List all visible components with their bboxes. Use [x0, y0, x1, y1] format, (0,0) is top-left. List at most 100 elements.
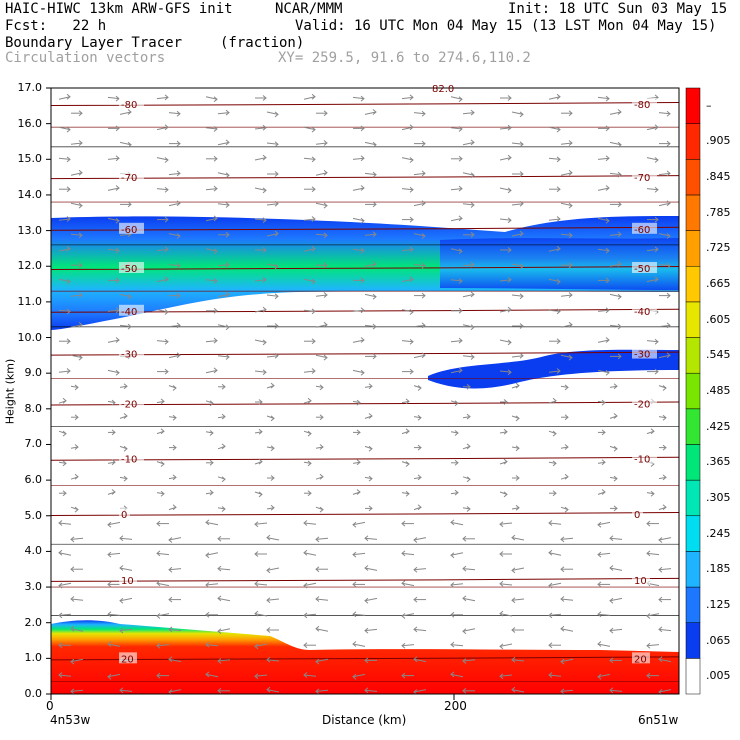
circulation-vector-head	[307, 397, 312, 404]
circulation-vector	[303, 218, 316, 221]
circulation-vector-head	[266, 656, 271, 663]
circulation-vector	[70, 172, 83, 176]
circulation-vector-head	[70, 625, 75, 632]
circulation-vector-head	[421, 140, 426, 147]
colorbar-label: .125	[706, 597, 731, 611]
circulation-vector	[119, 689, 133, 692]
isotherm-label-4-1: -40	[634, 307, 650, 318]
circulation-vector-head	[225, 109, 230, 116]
circulation-vector-head	[421, 322, 426, 329]
circulation-vector-head	[217, 535, 222, 542]
circulation-vector-head	[119, 535, 124, 542]
circulation-vector	[217, 112, 230, 115]
circulation-vector-head	[107, 521, 112, 528]
circulation-vector-head	[360, 277, 365, 284]
y-axis-title: Height (km)	[3, 358, 17, 425]
circulation-vector-head	[168, 596, 173, 603]
circulation-vector	[58, 461, 67, 464]
circulation-vector	[266, 263, 279, 267]
circulation-vector-head	[613, 445, 618, 452]
circulation-vector	[401, 492, 410, 495]
circulation-vector-head	[658, 566, 663, 573]
circulation-vector-head	[560, 625, 565, 632]
isotherm-label-bg	[632, 452, 657, 464]
circulation-vector-head	[560, 536, 565, 543]
colorbar-swatch-13	[685, 194, 701, 231]
circulation-vector	[499, 370, 512, 373]
circulation-vector-head	[466, 506, 471, 512]
circulation-vector	[266, 446, 275, 449]
circulation-vector	[107, 248, 120, 252]
circulation-vector-head	[360, 95, 365, 102]
circulation-vector	[548, 96, 561, 100]
circulation-vector-head	[666, 352, 671, 359]
circulation-vector-head	[617, 323, 622, 330]
circulation-vector-head	[62, 490, 67, 497]
circulation-vector-head	[470, 109, 475, 116]
circulation-vector-head	[209, 489, 214, 496]
circulation-vector-head	[225, 291, 230, 298]
circulation-vector-head	[507, 187, 512, 194]
circulation-vector-head	[262, 306, 267, 313]
circulation-vector	[462, 568, 476, 571]
circulation-vector	[560, 537, 574, 540]
circulation-vector-head	[303, 612, 308, 619]
circulation-vector-head	[62, 397, 67, 404]
circulation-vector	[658, 628, 672, 632]
circulation-vector-head	[168, 626, 173, 633]
x-start-location: 4n53w	[50, 713, 91, 727]
circulation-vector	[462, 203, 475, 206]
circulation-vector	[352, 217, 365, 222]
circulation-vector-head	[360, 185, 365, 191]
circulation-vector-head	[115, 277, 120, 284]
contour-line-6	[51, 377, 679, 380]
circulation-vector-head	[360, 217, 365, 224]
circulation-vector-head	[666, 292, 671, 299]
circulation-vector	[168, 112, 181, 115]
circulation-vector	[450, 217, 463, 222]
circulation-vector-head	[217, 687, 222, 694]
circulation-vector	[266, 659, 280, 662]
circulation-vector-head	[560, 596, 565, 602]
isotherm-label-6-1: -20	[634, 399, 650, 410]
circulation-vector	[266, 111, 279, 115]
circulation-vector	[205, 644, 219, 647]
circulation-vector-head	[507, 339, 512, 346]
circulation-vector-head	[519, 323, 524, 329]
circulation-vector-head	[507, 306, 512, 313]
circulation-vector	[217, 507, 226, 510]
circulation-vector-head	[405, 461, 410, 467]
circulation-vector	[413, 172, 426, 176]
circulation-vector-head	[548, 549, 553, 556]
y-tick-label: 11.0	[17, 294, 43, 308]
circulation-vector-head	[654, 276, 659, 283]
circulation-vector-head	[458, 155, 463, 162]
circulation-vector	[303, 248, 316, 252]
circulation-vector-head	[515, 415, 520, 422]
circulation-vector	[119, 385, 128, 388]
circulation-vector	[609, 233, 622, 236]
isotherm-label-5-0: -30	[121, 350, 137, 361]
circulation-vector	[646, 126, 659, 131]
circulation-vector	[658, 324, 671, 328]
circulation-vector-head	[315, 566, 320, 573]
circulation-vector	[658, 537, 672, 541]
circulation-vector	[597, 673, 611, 678]
isotherm-label-bg	[632, 507, 643, 519]
circulation-vector-head	[127, 201, 132, 208]
circulation-vector	[70, 385, 79, 388]
circulation-vector	[266, 294, 279, 297]
colorbar-swatch-14	[685, 159, 701, 196]
circulation-vector	[450, 248, 463, 252]
circulation-vector-head	[372, 353, 377, 360]
circulation-vector-head	[617, 201, 622, 208]
colorbar-swatch-16	[685, 87, 701, 124]
circulation-vector	[646, 278, 659, 283]
circulation-vector	[364, 385, 373, 388]
circulation-vector-head	[78, 202, 83, 209]
circulation-vector-head	[168, 537, 173, 543]
circulation-vector-head	[319, 506, 324, 513]
isotherm-label-bg	[119, 262, 144, 274]
circulation-vector-head	[176, 233, 181, 239]
isotherm-label-3-0: -50	[121, 264, 137, 275]
